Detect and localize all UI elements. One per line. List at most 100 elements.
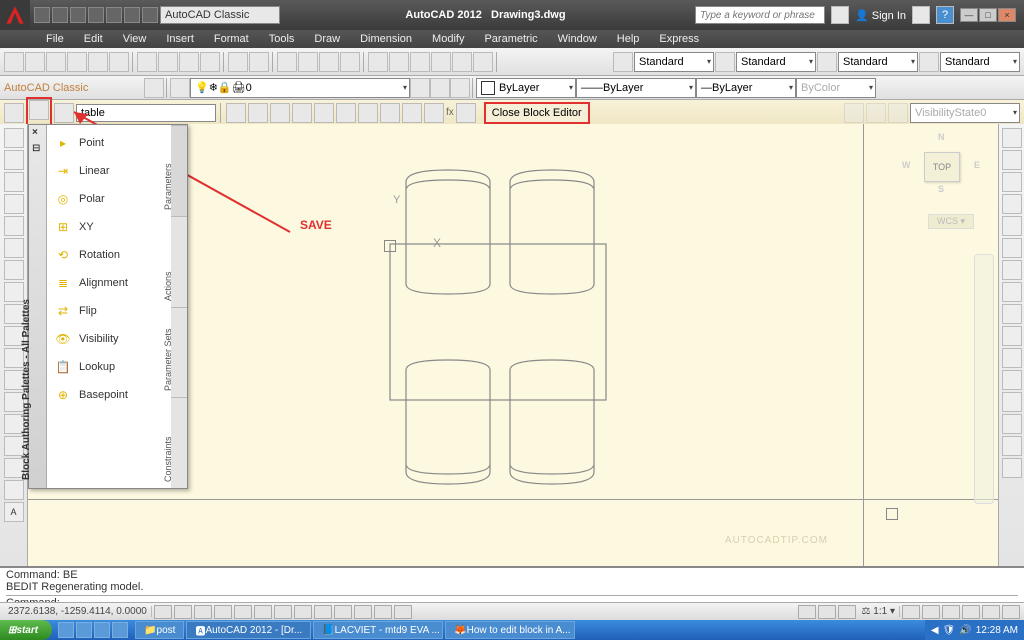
palette-close-icon[interactable]: × bbox=[32, 127, 38, 138]
cut-icon[interactable] bbox=[137, 52, 157, 72]
wcs-dropdown[interactable]: WCS ▾ bbox=[928, 214, 974, 229]
ws-gear-icon[interactable] bbox=[144, 78, 164, 98]
system-tray[interactable]: ◀ 🛡 🔊 12:28 AM bbox=[925, 620, 1024, 640]
clean-screen[interactable] bbox=[1002, 605, 1020, 619]
layer-dropdown[interactable]: 💡❄🔒🖨 0 bbox=[190, 78, 410, 98]
polygon-icon[interactable] bbox=[4, 194, 24, 214]
menu-format[interactable]: Format bbox=[204, 33, 259, 45]
redo-icon[interactable] bbox=[249, 52, 269, 72]
palette-item-basepoint[interactable]: ⊕Basepoint bbox=[47, 381, 171, 409]
trim-icon[interactable] bbox=[1002, 326, 1022, 346]
explode-icon[interactable] bbox=[1002, 458, 1022, 478]
view-cube[interactable]: N S W E TOP bbox=[906, 132, 978, 204]
task-post[interactable]: 📁 post bbox=[135, 621, 184, 639]
tray-icon[interactable]: ◀ bbox=[931, 625, 939, 636]
bedit-icon9[interactable] bbox=[336, 103, 356, 123]
menu-express[interactable]: Express bbox=[649, 33, 709, 45]
tab-constraints[interactable]: Constraints bbox=[171, 397, 187, 488]
zoomp-icon[interactable] bbox=[340, 52, 360, 72]
qat-undo-icon[interactable] bbox=[124, 7, 140, 23]
ql-ie-icon[interactable] bbox=[58, 622, 74, 638]
tray-icon3[interactable]: 🔊 bbox=[959, 625, 971, 636]
zoom-icon[interactable] bbox=[298, 52, 318, 72]
qat-redo-icon[interactable] bbox=[142, 7, 158, 23]
palette-item-visibility[interactable]: 👁Visibility bbox=[47, 325, 171, 353]
mlstyle-dropdown[interactable]: Standard bbox=[940, 52, 1020, 72]
publish-icon[interactable] bbox=[109, 52, 129, 72]
move-icon[interactable] bbox=[1002, 238, 1022, 258]
tray-icon2[interactable]: 🛡 bbox=[943, 625, 956, 636]
app-logo[interactable] bbox=[0, 0, 30, 30]
style-icon3[interactable] bbox=[817, 52, 837, 72]
bedit-icon11[interactable] bbox=[380, 103, 400, 123]
xline-icon[interactable] bbox=[4, 150, 24, 170]
menu-modify[interactable]: Modify bbox=[422, 33, 474, 45]
vis-icon1[interactable] bbox=[844, 103, 864, 123]
toolbar-lock[interactable] bbox=[942, 605, 960, 619]
menu-parametric[interactable]: Parametric bbox=[474, 33, 547, 45]
snap-toggle[interactable] bbox=[154, 605, 172, 619]
prop-icon[interactable] bbox=[368, 52, 388, 72]
palette-item-alignment[interactable]: ≣Alignment bbox=[47, 269, 171, 297]
ducs-toggle[interactable] bbox=[294, 605, 312, 619]
qat-print-icon[interactable] bbox=[106, 7, 122, 23]
palette-item-lookup[interactable]: 📋Lookup bbox=[47, 353, 171, 381]
polar-toggle[interactable] bbox=[214, 605, 232, 619]
menu-edit[interactable]: Edit bbox=[74, 33, 113, 45]
3dosnap-toggle[interactable] bbox=[254, 605, 272, 619]
array-icon[interactable] bbox=[1002, 216, 1022, 236]
qview-layouts[interactable] bbox=[818, 605, 836, 619]
erase-icon[interactable] bbox=[1002, 128, 1022, 148]
menu-insert[interactable]: Insert bbox=[156, 33, 204, 45]
stretch-icon[interactable] bbox=[1002, 304, 1022, 324]
osnap-toggle[interactable] bbox=[234, 605, 252, 619]
palette-pin-icon[interactable]: ⊟ bbox=[32, 143, 40, 154]
anno-scale[interactable]: ⚖ 1:1 ▾ bbox=[858, 606, 900, 617]
menu-help[interactable]: Help bbox=[607, 33, 650, 45]
pan-icon[interactable] bbox=[277, 52, 297, 72]
close-block-editor-button[interactable]: Close Block Editor bbox=[484, 102, 590, 124]
exchange-icon[interactable] bbox=[912, 6, 930, 24]
menu-tools[interactable]: Tools bbox=[259, 33, 305, 45]
save-icon[interactable] bbox=[46, 52, 66, 72]
palette-item-flip[interactable]: ⇄Flip bbox=[47, 297, 171, 325]
palette-item-point[interactable]: ▸Point bbox=[47, 129, 171, 157]
help-search-input[interactable] bbox=[695, 6, 825, 24]
plot-icon[interactable] bbox=[67, 52, 87, 72]
tp-icon[interactable] bbox=[410, 52, 430, 72]
iso-obj[interactable] bbox=[982, 605, 1000, 619]
qview-drawings[interactable] bbox=[838, 605, 856, 619]
signin-link[interactable]: 👤 Sign In bbox=[855, 9, 906, 22]
copy-obj-icon[interactable] bbox=[1002, 150, 1022, 170]
mtext-icon[interactable]: A bbox=[4, 502, 24, 522]
navigation-bar[interactable] bbox=[974, 254, 994, 504]
style-icon1[interactable] bbox=[613, 52, 633, 72]
zoomw-icon[interactable] bbox=[319, 52, 339, 72]
mirror-icon[interactable] bbox=[1002, 172, 1022, 192]
rotate-icon[interactable] bbox=[1002, 260, 1022, 280]
palette-item-rotation[interactable]: ⟲Rotation bbox=[47, 241, 171, 269]
help-icon[interactable]: ? bbox=[936, 6, 954, 24]
qcalc-icon[interactable] bbox=[473, 52, 493, 72]
vis-icon2[interactable] bbox=[866, 103, 886, 123]
line-icon[interactable] bbox=[4, 128, 24, 148]
maximize-button[interactable]: □ bbox=[979, 8, 997, 22]
fillet-icon[interactable] bbox=[1002, 436, 1022, 456]
plotstyle-dropdown[interactable]: ByColor bbox=[796, 78, 876, 98]
hw-accel[interactable] bbox=[962, 605, 980, 619]
dimstyle-dropdown[interactable]: Standard bbox=[736, 52, 816, 72]
break-icon[interactable] bbox=[1002, 370, 1022, 390]
bedit-icon12[interactable] bbox=[402, 103, 422, 123]
chamfer-icon[interactable] bbox=[1002, 414, 1022, 434]
layer-prev-icon[interactable] bbox=[410, 78, 430, 98]
style-icon4[interactable] bbox=[919, 52, 939, 72]
ql-desktop-icon[interactable] bbox=[76, 622, 92, 638]
arc-icon[interactable] bbox=[4, 238, 24, 258]
menu-file[interactable]: File bbox=[36, 33, 74, 45]
undo-icon[interactable] bbox=[228, 52, 248, 72]
bedit-icon14[interactable] bbox=[456, 103, 476, 123]
qat-open-icon[interactable] bbox=[52, 7, 68, 23]
menu-draw[interactable]: Draw bbox=[304, 33, 350, 45]
vis-icon3[interactable] bbox=[888, 103, 908, 123]
markup-icon[interactable] bbox=[452, 52, 472, 72]
